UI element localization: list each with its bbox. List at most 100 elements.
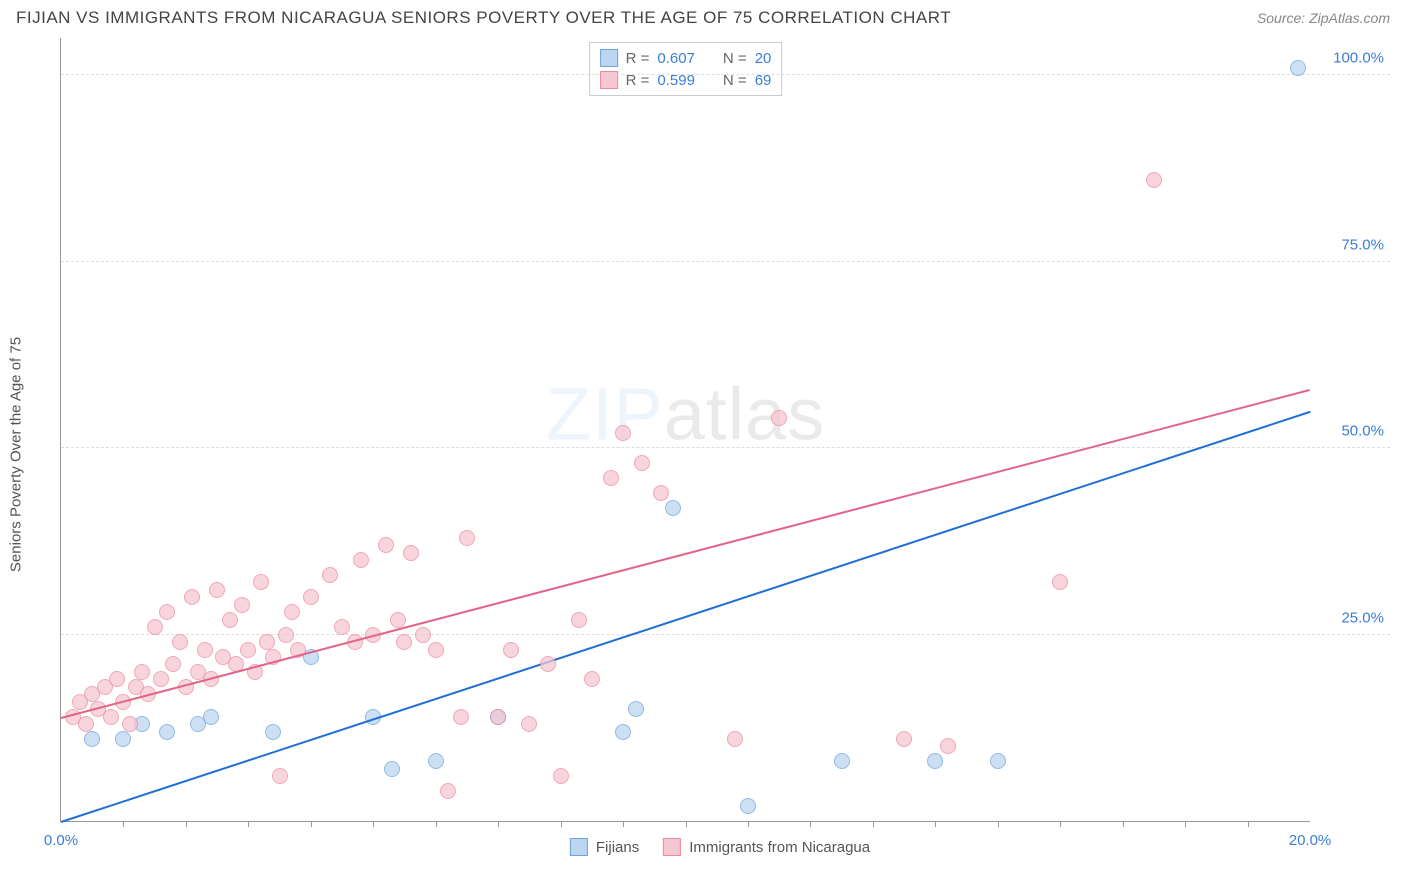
data-point	[265, 724, 281, 740]
x-tick-label: 20.0%	[1289, 832, 1332, 849]
chart-title: FIJIAN VS IMMIGRANTS FROM NICARAGUA SENI…	[16, 8, 951, 28]
y-axis-label: Seniors Poverty Over the Age of 75	[8, 337, 25, 572]
x-tick	[436, 821, 437, 827]
data-point	[834, 753, 850, 769]
data-point	[1052, 574, 1068, 590]
x-tick	[186, 821, 187, 827]
data-point	[771, 410, 787, 426]
data-point	[209, 582, 225, 598]
data-point	[1146, 172, 1162, 188]
data-point	[634, 455, 650, 471]
data-point	[109, 671, 125, 687]
data-point	[940, 738, 956, 754]
data-point	[378, 537, 394, 553]
data-point	[521, 716, 537, 732]
legend-n-label: N =	[723, 50, 747, 67]
y-tick-label: 75.0%	[1341, 236, 1384, 253]
data-point	[440, 783, 456, 799]
gridline	[61, 447, 1390, 448]
legend-row: R = 0.607 N = 20	[600, 47, 772, 69]
x-tick	[623, 821, 624, 827]
series-legend-item: Fijians	[570, 838, 639, 856]
data-point	[259, 634, 275, 650]
legend-n-value: 20	[755, 50, 772, 67]
x-tick	[935, 821, 936, 827]
data-point	[540, 656, 556, 672]
data-point	[628, 701, 644, 717]
data-point	[584, 671, 600, 687]
data-point	[384, 761, 400, 777]
gridline	[61, 634, 1390, 635]
data-point	[172, 634, 188, 650]
x-tick	[810, 821, 811, 827]
data-point	[159, 604, 175, 620]
x-tick	[498, 821, 499, 827]
data-point	[396, 634, 412, 650]
data-point	[653, 485, 669, 501]
x-tick	[123, 821, 124, 827]
legend-r-value: 0.607	[657, 50, 695, 67]
x-tick	[1123, 821, 1124, 827]
data-point	[896, 731, 912, 747]
x-tick	[873, 821, 874, 827]
source-attribution: Source: ZipAtlas.com	[1257, 10, 1390, 26]
data-point	[571, 612, 587, 628]
data-point	[490, 709, 506, 725]
series-name: Immigrants from Nicaragua	[689, 839, 870, 856]
data-point	[159, 724, 175, 740]
x-tick	[686, 821, 687, 827]
data-point	[222, 612, 238, 628]
data-point	[153, 671, 169, 687]
data-point	[203, 709, 219, 725]
legend-swatch	[600, 49, 618, 67]
data-point	[197, 642, 213, 658]
data-point	[740, 798, 756, 814]
gridline	[61, 74, 1390, 75]
data-point	[165, 656, 181, 672]
data-point	[665, 500, 681, 516]
data-point	[284, 604, 300, 620]
x-tick	[311, 821, 312, 827]
data-point	[122, 716, 138, 732]
data-point	[415, 627, 431, 643]
x-tick	[998, 821, 999, 827]
x-tick	[1248, 821, 1249, 827]
data-point	[234, 597, 250, 613]
x-tick	[1060, 821, 1061, 827]
data-point	[84, 731, 100, 747]
data-point	[240, 642, 256, 658]
series-legend-item: Immigrants from Nicaragua	[663, 838, 870, 856]
data-point	[353, 552, 369, 568]
data-point	[278, 627, 294, 643]
x-tick	[748, 821, 749, 827]
y-tick-label: 100.0%	[1333, 50, 1384, 67]
data-point	[990, 753, 1006, 769]
data-point	[428, 642, 444, 658]
trend-line	[61, 389, 1311, 719]
data-point	[727, 731, 743, 747]
y-tick-label: 25.0%	[1341, 609, 1384, 626]
x-tick	[248, 821, 249, 827]
series-name: Fijians	[596, 839, 639, 856]
data-point	[553, 768, 569, 784]
data-point	[390, 612, 406, 628]
data-point	[459, 530, 475, 546]
data-point	[322, 567, 338, 583]
x-tick	[1185, 821, 1186, 827]
data-point	[615, 425, 631, 441]
legend-swatch	[570, 838, 588, 856]
data-point	[1290, 60, 1306, 76]
data-point	[927, 753, 943, 769]
data-point	[503, 642, 519, 658]
data-point	[303, 589, 319, 605]
data-point	[147, 619, 163, 635]
gridline	[61, 261, 1390, 262]
data-point	[103, 709, 119, 725]
data-point	[184, 589, 200, 605]
legend-r-label: R =	[626, 50, 650, 67]
x-tick	[373, 821, 374, 827]
plot-area: ZIPatlas R =0.607N =20R =0.599N =69 25.0…	[60, 38, 1310, 822]
trend-line	[61, 411, 1311, 823]
data-point	[115, 731, 131, 747]
data-point	[603, 470, 619, 486]
